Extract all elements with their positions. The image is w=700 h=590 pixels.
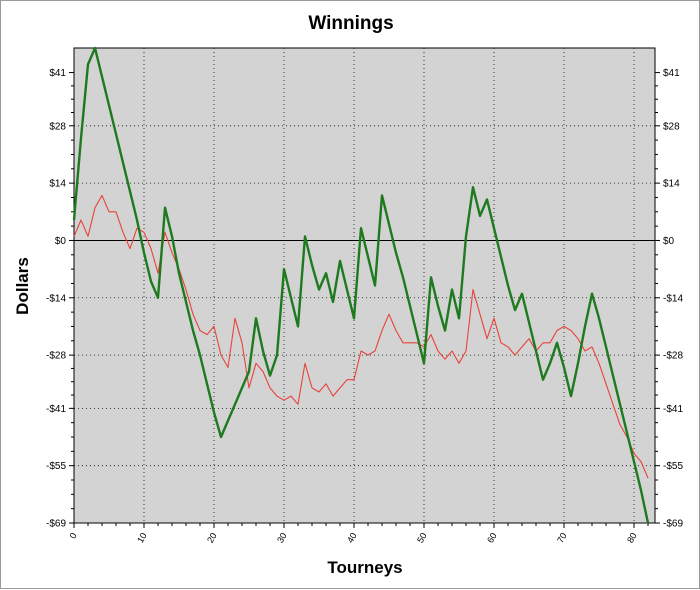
y-tick-label-right: $28 xyxy=(663,121,680,132)
x-tick-label: 50 xyxy=(415,531,429,545)
y-axis-title: Dollars xyxy=(13,257,32,315)
x-axis-title: Tourneys xyxy=(327,558,402,577)
green-series-line xyxy=(72,46,650,524)
y-tick-label-left: $28 xyxy=(49,121,66,132)
y-tick-label-right: -$41 xyxy=(663,404,683,415)
plot-area xyxy=(73,47,656,524)
x-tick-label: 10 xyxy=(135,531,149,545)
x-tick-label: 60 xyxy=(485,531,499,545)
y-tick-label-right: $14 xyxy=(663,179,680,190)
x-tick-label: 20 xyxy=(205,531,219,545)
grid-lines xyxy=(74,48,655,524)
x-tick-label: 70 xyxy=(555,531,569,545)
y-tick-label-right: -$55 xyxy=(663,461,683,472)
y-tick-label-left: $14 xyxy=(49,179,66,190)
chart-title: Winnings xyxy=(308,13,393,34)
y-tick-label-right: -$69 xyxy=(663,519,683,530)
y-tick-label-left: -$69 xyxy=(46,519,66,530)
y-tick-label-left: $41 xyxy=(49,68,66,79)
y-tick-label-right: -$14 xyxy=(663,293,683,304)
y-tick-label-left: -$14 xyxy=(46,293,66,304)
red-series-line xyxy=(73,194,649,479)
y-tick-label-right: $0 xyxy=(663,236,675,247)
x-tick-label: 40 xyxy=(345,531,359,545)
y-tick-label-left: -$41 xyxy=(46,404,66,415)
x-tick-label: 0 xyxy=(68,531,79,540)
axis-ticks: $41 $41 $28 $28 $14 $14 $0 $0 -$14 -$14 -$28 -$28 -$… xyxy=(46,68,683,545)
y-tick-label-right: -$28 xyxy=(663,351,683,362)
series-layer xyxy=(72,46,650,524)
x-tick-label: 80 xyxy=(625,531,639,545)
y-tick-label-left: -$28 xyxy=(46,351,66,362)
x-tick-label: 30 xyxy=(275,531,289,545)
y-tick-label-right: $41 xyxy=(663,68,680,79)
y-tick-label-left: -$55 xyxy=(46,461,66,472)
y-tick-label-left: $0 xyxy=(55,236,67,247)
